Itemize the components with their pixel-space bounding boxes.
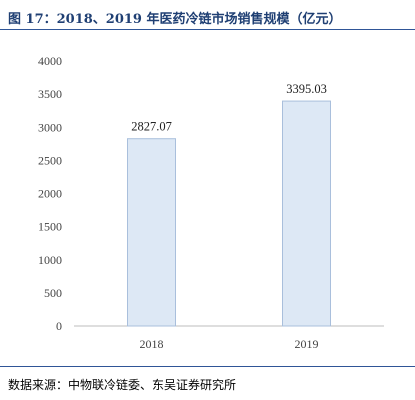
- y-tick-label: 0: [56, 319, 62, 333]
- data-label-2018: 2827.07: [131, 120, 172, 134]
- y-tick-label: 3000: [38, 120, 62, 134]
- x-tick-label-2019: 2019: [295, 337, 319, 351]
- y-tick-labels: 0 500 1000 1500 2000 2500 3000 3500 4000: [38, 54, 62, 333]
- bar-2019: [282, 100, 331, 327]
- bar-2018: [127, 138, 176, 327]
- y-tick-label: 2500: [38, 153, 62, 167]
- figure-title: 图 17：2018、2019 年医药冷链市场销售规模（亿元）: [8, 12, 342, 27]
- title-rule: [0, 29, 415, 30]
- y-tick-label: 4000: [38, 54, 62, 68]
- source-note: 数据来源：中物联冷链委、东吴证券研究所: [8, 378, 237, 392]
- source-rule: [0, 366, 415, 367]
- data-labels: 2827.07 3395.03: [131, 82, 327, 134]
- y-tick-label: 3500: [38, 87, 62, 101]
- bars: [127, 100, 331, 327]
- y-tick-label: 2000: [38, 187, 62, 201]
- y-tick-label: 1500: [38, 220, 62, 234]
- x-tick-labels: 2018 2019: [140, 337, 319, 351]
- y-tick-label: 500: [44, 286, 62, 300]
- x-tick-label-2018: 2018: [140, 337, 164, 351]
- data-label-2019: 3395.03: [286, 82, 327, 96]
- y-tick-label: 1000: [38, 253, 62, 267]
